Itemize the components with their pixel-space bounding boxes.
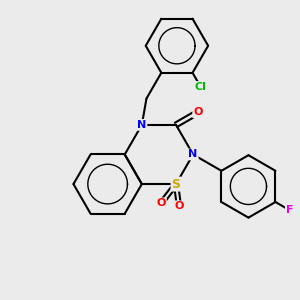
Text: F: F [286,205,293,215]
Text: O: O [174,201,184,212]
Text: S: S [172,178,181,190]
Text: N: N [137,120,146,130]
Text: N: N [188,149,198,160]
Text: O: O [193,107,203,117]
Text: Cl: Cl [195,82,207,92]
Text: O: O [157,198,166,208]
